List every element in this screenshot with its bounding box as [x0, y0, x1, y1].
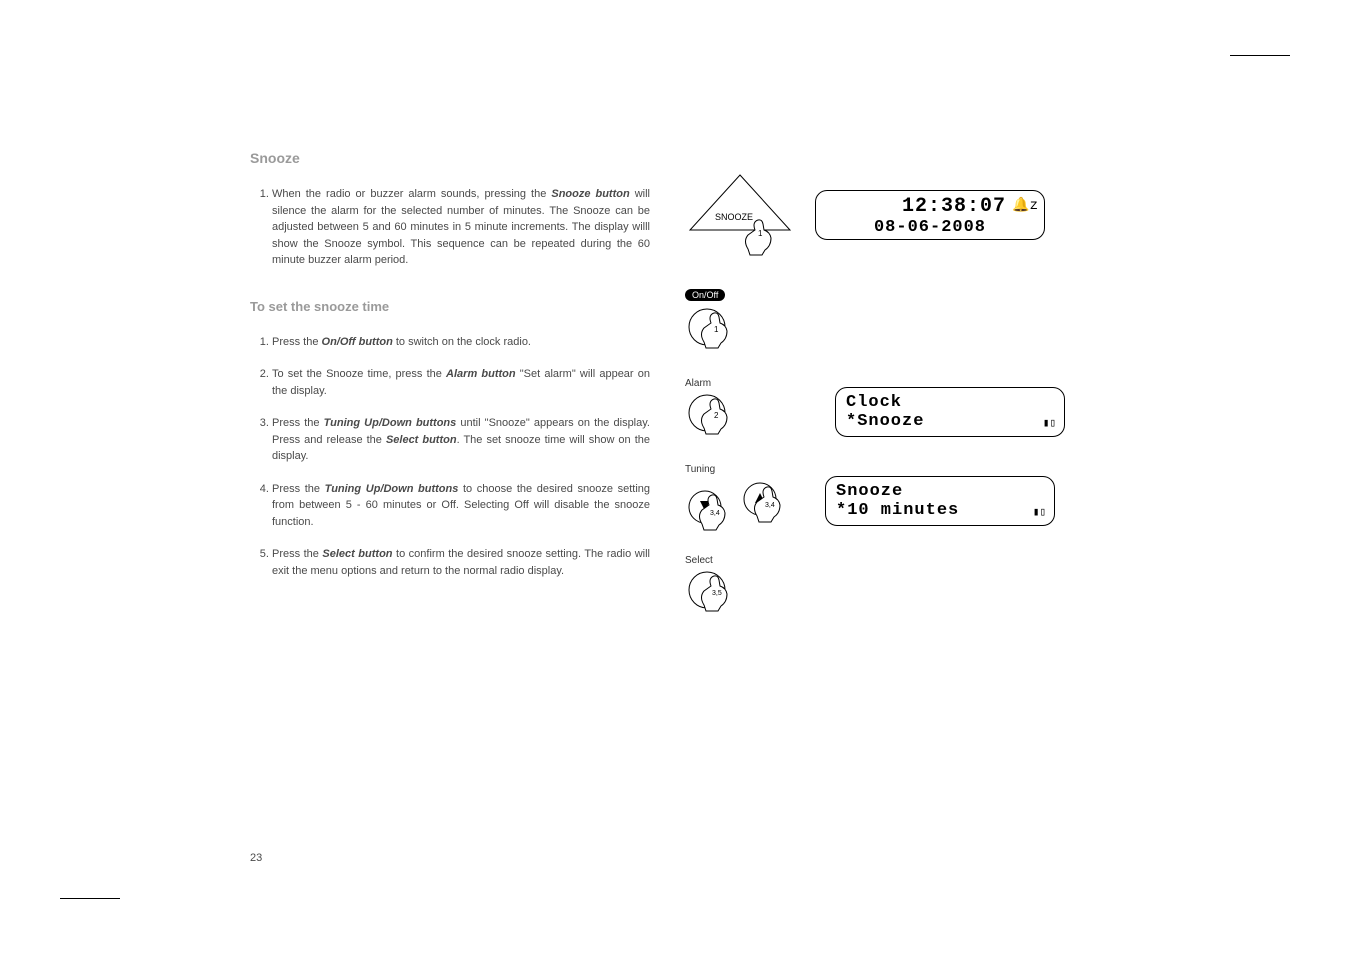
lcd-line1: Snooze [836, 482, 1044, 501]
lcd-menu-snooze: Snooze *10 minutes ▮▯ [825, 476, 1055, 526]
lcd-time: 12:38:07 [826, 195, 1034, 218]
tuning-label: Tuning [685, 464, 805, 475]
crop-mark [60, 898, 120, 899]
lcd-line1: Clock [846, 393, 1054, 412]
step-item: Press the On/Off button to switch on the… [272, 334, 650, 351]
text: Press the [272, 483, 325, 495]
select-label: Select [685, 555, 740, 566]
callout-num: 3,5 [712, 590, 722, 597]
text: Press the [272, 417, 324, 429]
text: Press the [272, 548, 322, 560]
callout-num: 1 [714, 325, 719, 334]
figures-column: SNOOZE 1 12:38:07 08-06-2008 🔔z On/Off 1 [685, 170, 1115, 641]
figure-row-onoff: On/Off 1 [685, 285, 1115, 360]
lcd-date: 08-06-2008 [826, 218, 1034, 237]
callout-num: 2 [714, 411, 719, 420]
bell-icon: 🔔z [1012, 197, 1038, 214]
lcd-time-display: 12:38:07 08-06-2008 🔔z [815, 190, 1045, 240]
text: When the radio or buzzer alarm sounds, p… [272, 188, 551, 200]
select-button-diagram: Select 3,5 [685, 555, 740, 623]
lcd-line2: *Snooze [846, 412, 1054, 431]
alarm-button-diagram: Alarm 2 [685, 378, 740, 446]
step-item: Press the Tuning Up/Down buttons to choo… [272, 481, 650, 531]
bold-text: Snooze button [551, 188, 629, 200]
bold-text: Alarm button [446, 368, 516, 380]
snooze-label: SNOOZE [715, 212, 753, 222]
onoff-label: On/Off [685, 289, 725, 301]
bold-text: Select button [322, 548, 392, 560]
step-item: Press the Select button to confirm the d… [272, 546, 650, 579]
page-number: 23 [250, 852, 262, 864]
lcd-menu-clock: Clock *Snooze ▮▯ [835, 387, 1065, 437]
bold-text: Tuning Up/Down buttons [325, 483, 459, 495]
figure-row-select: Select 3,5 [685, 555, 1115, 623]
bold-text: Select button [386, 434, 457, 446]
bold-text: On/Off button [322, 336, 393, 348]
crop-mark [1230, 55, 1290, 56]
text: To set the Snooze time, press the [272, 368, 446, 380]
step-item: To set the Snooze time, press the Alarm … [272, 366, 650, 399]
battery-icon: ▮▯ [1033, 505, 1046, 519]
callout-num: 3,4 [710, 510, 720, 517]
tuning-buttons-diagram: Tuning 3,4 3,4 [685, 464, 805, 537]
onoff-button-diagram: On/Off 1 [685, 285, 740, 360]
figure-row-alarm: Alarm 2 Clock *Snooze ▮▯ [685, 378, 1115, 446]
figure-row-tuning: Tuning 3,4 3,4 Snooze *10 minutes ▮▯ [685, 464, 1115, 537]
figure-row-snooze: SNOOZE 1 12:38:07 08-06-2008 🔔z [685, 170, 1115, 260]
snooze-intro-list: When the radio or buzzer alarm sounds, p… [250, 186, 650, 269]
text: Press the [272, 336, 322, 348]
callout-num: 1 [758, 229, 763, 238]
lcd-line2: *10 minutes [836, 501, 1044, 520]
alarm-label: Alarm [685, 378, 740, 389]
snooze-intro-item: When the radio or buzzer alarm sounds, p… [272, 186, 650, 269]
callout-num: 3,4 [765, 502, 775, 509]
heading-snooze: Snooze [250, 150, 1100, 166]
text: to switch on the clock radio. [393, 336, 531, 348]
steps-list: Press the On/Off button to switch on the… [250, 334, 650, 580]
battery-icon: ▮▯ [1043, 416, 1056, 430]
snooze-button-diagram: SNOOZE 1 [685, 170, 795, 260]
step-item: Press the Tuning Up/Down buttons until "… [272, 415, 650, 465]
bold-text: Tuning Up/Down buttons [324, 417, 457, 429]
